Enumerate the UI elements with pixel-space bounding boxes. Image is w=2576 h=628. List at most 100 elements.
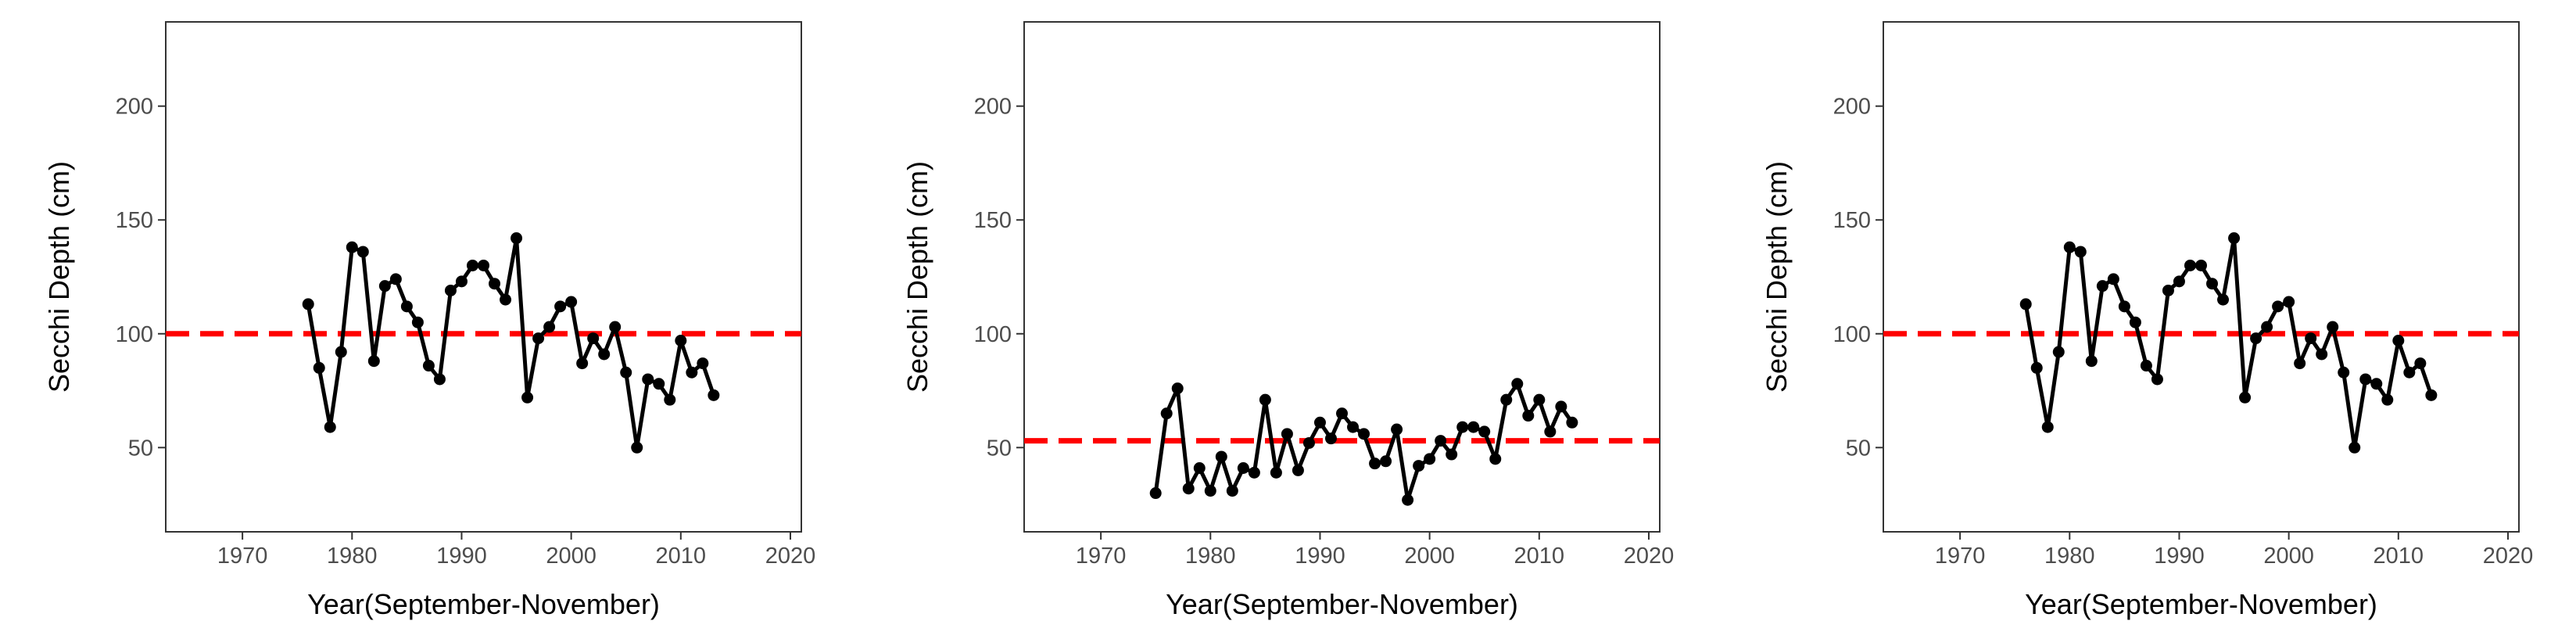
data-point [1391, 423, 1403, 436]
data-point [1478, 425, 1491, 438]
x-tick-label: 1970 [1935, 544, 1986, 569]
data-point [2041, 421, 2054, 433]
data-point [378, 280, 391, 292]
data-point [1413, 460, 1425, 472]
data-point [2370, 378, 2383, 390]
y-axis-label: Secchi Depth (cm) [1761, 161, 1793, 393]
y-tick-label: 100 [974, 322, 1012, 347]
data-point [598, 348, 611, 361]
data-point [2151, 373, 2163, 386]
data-point [1336, 407, 1348, 420]
data-point [1544, 425, 1557, 438]
data-point [356, 246, 369, 258]
data-point [1270, 466, 1282, 479]
data-point [400, 300, 413, 313]
data-point [433, 373, 446, 386]
data-point [1281, 428, 1293, 440]
data-point [2129, 316, 2141, 328]
data-point [686, 366, 698, 379]
y-tick-label: 100 [116, 322, 153, 347]
y-tick-label: 50 [987, 436, 1012, 461]
chart-3: 1970 1980 1990 2000 2010 2020 50 100 150 200 Year(… [1761, 21, 2534, 620]
x-axis-label: Year(September-November) [1166, 588, 1518, 620]
data-point [2184, 259, 2196, 271]
data-point [2228, 232, 2241, 245]
data-point [1500, 393, 1513, 406]
data-point [2272, 300, 2284, 313]
data-point [346, 241, 358, 253]
y-tick-label: 200 [974, 95, 1012, 120]
data-point [2030, 361, 2043, 374]
data-point [565, 296, 578, 308]
data-point [697, 357, 709, 370]
x-tick-label: 2020 [2483, 544, 2534, 569]
data-point [1424, 453, 1436, 465]
data-point [2392, 335, 2405, 346]
data-point [708, 389, 720, 401]
data-point [1522, 410, 1535, 422]
data-point [1259, 393, 1271, 406]
y-tick-label: 100 [1833, 322, 1871, 347]
data-point [1160, 407, 1173, 420]
data-point [2096, 280, 2108, 292]
data-point [2107, 273, 2119, 285]
plot-border [1023, 21, 1661, 533]
y-axis-label: Secchi Depth (cm) [43, 161, 75, 393]
x-tick-label: 1970 [1076, 544, 1127, 569]
data-point [1292, 464, 1304, 476]
data-point [2063, 241, 2076, 253]
data-point [444, 284, 457, 296]
data-point [2403, 366, 2416, 379]
data-point [532, 332, 545, 345]
x-tick-label: 1980 [1185, 544, 1236, 569]
data-point [2085, 355, 2098, 368]
data-point [1402, 493, 1414, 506]
data-point [1511, 378, 1524, 390]
data-point [2305, 332, 2317, 345]
data-point [500, 293, 512, 306]
data-point [1324, 432, 1337, 445]
data-point [609, 321, 622, 333]
data-point [1313, 416, 1326, 429]
x-tick-label: 1980 [327, 544, 378, 569]
data-point [1533, 393, 1546, 406]
data-point [2217, 293, 2230, 306]
y-tick-label: 200 [116, 95, 153, 120]
data-point [2414, 357, 2427, 370]
data-point [324, 421, 336, 433]
y-tick-label: 50 [1846, 436, 1871, 461]
data-point [554, 300, 567, 313]
data-point [1380, 455, 1392, 468]
data-point [2294, 357, 2306, 370]
data-point [2052, 346, 2065, 358]
series-line [2023, 236, 2434, 450]
x-tick-label: 1990 [2154, 544, 2205, 569]
data-point [1237, 462, 1249, 474]
data-point [2118, 300, 2130, 313]
data-point [2206, 278, 2219, 290]
plot-border [1883, 21, 2520, 533]
data-point [466, 259, 478, 271]
x-axis-label: Year(September-November) [307, 588, 660, 620]
data-point [1182, 483, 1195, 495]
data-point [2162, 284, 2174, 296]
data-point [389, 273, 402, 285]
data-point [653, 378, 665, 390]
series-line [306, 236, 716, 450]
x-tick-label: 1990 [436, 544, 487, 569]
data-point [2140, 360, 2152, 372]
data-point [2348, 441, 2361, 454]
data-point [313, 361, 325, 374]
data-point [489, 278, 501, 290]
data-point [1226, 485, 1238, 497]
data-point [2381, 393, 2394, 406]
data-point [335, 346, 347, 358]
chart-1: 1970 1980 1990 2000 2010 2020 50 100 150 200 Year(… [43, 21, 815, 620]
y-tick-label: 200 [1833, 95, 1871, 120]
data-point [2316, 348, 2328, 361]
data-point [631, 441, 643, 454]
data-point [411, 316, 424, 328]
data-point [576, 357, 589, 370]
x-tick-label: 1990 [1295, 544, 1345, 569]
